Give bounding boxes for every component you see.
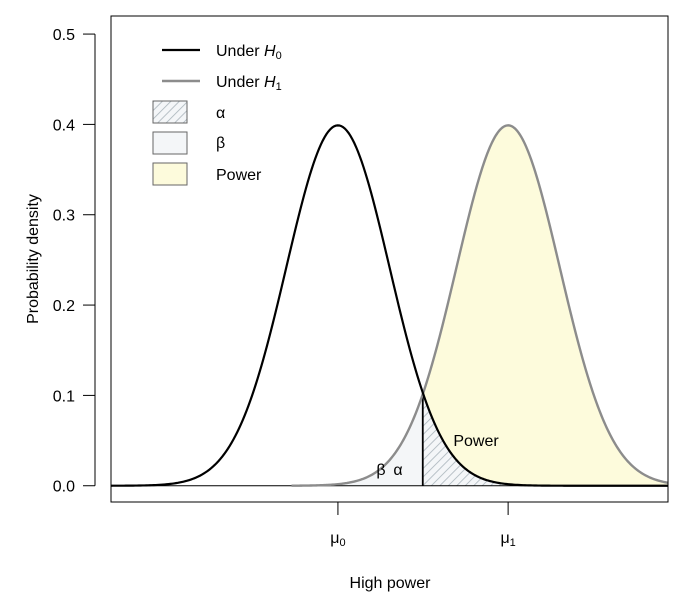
legend-power-swatch bbox=[152, 162, 188, 186]
y-tick-label: 0.5 bbox=[53, 27, 75, 44]
x-tick-label-mu0: μ0 bbox=[330, 530, 345, 549]
h1-curve bbox=[291, 124, 668, 487]
y-tick-label: 0.1 bbox=[53, 388, 75, 405]
y-tick-label: 0.0 bbox=[53, 479, 75, 496]
legend-alpha-label: α bbox=[216, 105, 225, 122]
power-annotation: Power bbox=[453, 433, 499, 450]
y-tick-label: 0.2 bbox=[53, 298, 75, 315]
x-axis: μ0 μ1 bbox=[330, 501, 516, 549]
legend-beta-swatch bbox=[152, 131, 188, 155]
x-tick-label-mu1: μ1 bbox=[500, 530, 515, 549]
legend-power-label: Power bbox=[216, 167, 262, 184]
legend-beta-label: β bbox=[216, 135, 225, 152]
y-axis: 0.0 0.1 0.2 0.3 0.4 0.5 bbox=[53, 27, 96, 496]
y-tick-label: 0.3 bbox=[53, 208, 75, 225]
power-area bbox=[422, 125, 668, 486]
h0-curve bbox=[111, 124, 668, 487]
y-axis-label: Probability density bbox=[25, 194, 42, 324]
beta-area bbox=[291, 394, 423, 486]
legend-h1-label: Under H1 bbox=[216, 74, 282, 93]
legend-alpha-swatch bbox=[152, 100, 188, 124]
legend: Under H0 Under H1 α β Power bbox=[152, 43, 282, 186]
alpha-annotation: α bbox=[393, 462, 402, 479]
y-tick-label: 0.4 bbox=[53, 117, 75, 134]
alpha-area bbox=[422, 392, 555, 486]
beta-annotation: β bbox=[376, 462, 385, 479]
x-axis-label: High power bbox=[350, 575, 432, 592]
legend-h0-label: Under H0 bbox=[216, 43, 282, 62]
